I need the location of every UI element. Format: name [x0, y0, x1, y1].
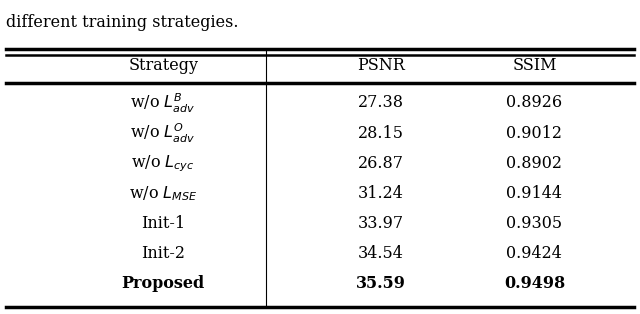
Text: Init-1: Init-1 [141, 215, 185, 232]
Text: Init-2: Init-2 [141, 245, 185, 262]
Text: PSNR: PSNR [357, 57, 404, 74]
Text: 35.59: 35.59 [356, 275, 406, 292]
Text: 0.9144: 0.9144 [506, 185, 563, 202]
Text: Strategy: Strategy [128, 57, 198, 74]
Text: 33.97: 33.97 [358, 215, 404, 232]
Text: 34.54: 34.54 [358, 245, 404, 262]
Text: 0.9012: 0.9012 [506, 125, 563, 142]
Text: 31.24: 31.24 [358, 185, 404, 202]
Text: 0.8902: 0.8902 [506, 155, 563, 172]
Text: w/o $L_{adv}^{O}$: w/o $L_{adv}^{O}$ [131, 122, 196, 145]
Text: Proposed: Proposed [122, 275, 205, 292]
Text: 0.8926: 0.8926 [506, 95, 563, 111]
Text: 28.15: 28.15 [358, 125, 404, 142]
Text: 0.9424: 0.9424 [506, 245, 563, 262]
Text: w/o $L_{cyc}$: w/o $L_{cyc}$ [131, 153, 195, 174]
Text: 0.9498: 0.9498 [504, 275, 565, 292]
Text: SSIM: SSIM [512, 57, 557, 74]
Text: different training strategies.: different training strategies. [6, 14, 239, 31]
Text: 26.87: 26.87 [358, 155, 404, 172]
Text: 27.38: 27.38 [358, 95, 404, 111]
Text: w/o $L_{MSE}$: w/o $L_{MSE}$ [129, 184, 198, 203]
Text: w/o $L_{adv}^{B}$: w/o $L_{adv}^{B}$ [131, 91, 196, 115]
Text: 0.9305: 0.9305 [506, 215, 563, 232]
